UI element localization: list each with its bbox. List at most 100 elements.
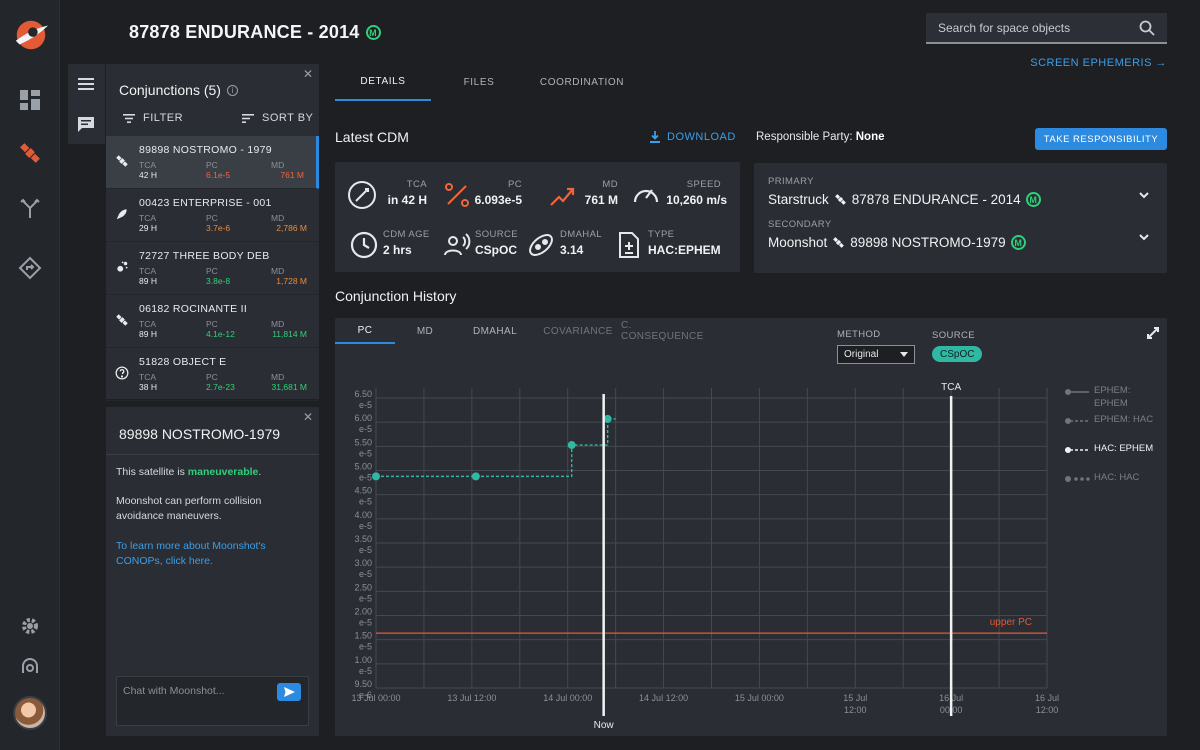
search-icon[interactable] bbox=[1139, 20, 1155, 36]
legend-swatch-icon bbox=[1065, 418, 1089, 424]
sort-button[interactable]: SORT BY bbox=[242, 112, 313, 124]
chat-input-box[interactable] bbox=[116, 676, 309, 726]
x-tick-label: 13 Jul 12:00 bbox=[447, 693, 496, 703]
x-tick-label: 15 Jul 00:00 bbox=[735, 693, 784, 703]
panel-toggle-strip bbox=[68, 64, 106, 144]
route-icon[interactable] bbox=[18, 256, 42, 280]
screen-ephemeris-label: SCREEN EPHEMERIS bbox=[1030, 57, 1152, 69]
tca-value: 38 H bbox=[139, 382, 157, 392]
conjunction-item[interactable]: 06182 ROCINANTE II TCA PC MD 89 H 4.1e-12 11,8… bbox=[106, 295, 319, 348]
support-agent-icon[interactable] bbox=[18, 654, 42, 678]
source-pill[interactable]: CSpOC bbox=[932, 346, 983, 362]
legend-item[interactable]: EPHEM: EPHEM bbox=[1065, 384, 1165, 413]
metric-dmahal: DMAHAL 3.14 bbox=[526, 226, 621, 266]
metric-cdm-age-value: 2 hrs bbox=[383, 243, 412, 257]
conjunction-item[interactable]: 51828 OBJECT E TCA PC MD 38 H 2.7e-23 31,681 M bbox=[106, 348, 319, 401]
y-tick-label-exp: e-5 bbox=[359, 400, 372, 410]
metric-source-label: SOURCE bbox=[475, 229, 519, 240]
conjunction-item[interactable]: 72727 THREE BODY DEB TCA PC MD 89 H 3.8e-8 1,7… bbox=[106, 242, 319, 295]
conjunctions-title: Conjunctions (5) i bbox=[119, 82, 238, 98]
legend-label: EPHEM: HAC bbox=[1094, 414, 1154, 425]
maneuverable-badge-icon: M bbox=[1025, 192, 1041, 207]
tab-coordination[interactable]: COORDINATION bbox=[539, 76, 625, 88]
tab-files[interactable]: FILES bbox=[463, 76, 495, 88]
moonshot-logo-icon[interactable] bbox=[12, 16, 50, 54]
user-avatar[interactable] bbox=[13, 696, 47, 730]
secondary-object[interactable]: Moonshot 89898 NOSTROMO-1979 M bbox=[768, 235, 1026, 250]
history-tabs: PC MD DMAHAL COVARIANCE C. CONSEQUENCE bbox=[335, 318, 717, 344]
pc-label: PC bbox=[206, 372, 218, 382]
metric-tca: TCA in 42 H bbox=[347, 176, 437, 216]
detail-tabs: DETAILS FILES COORDINATION bbox=[335, 64, 637, 102]
pc-value: 6.1e-5 bbox=[206, 170, 231, 180]
chevron-down-icon[interactable] bbox=[1137, 188, 1151, 202]
history-tab-covariance[interactable]: COVARIANCE bbox=[543, 325, 613, 337]
close-chat-icon[interactable]: ✕ bbox=[303, 410, 314, 424]
conjunction-list: 89898 NOSTROMO - 1979 TCA PC MD 42 H 6.1e-5 76… bbox=[106, 136, 319, 401]
history-tab-pc[interactable]: PC bbox=[335, 318, 395, 344]
satellite-nav-icon[interactable] bbox=[18, 141, 42, 165]
dashboard-icon[interactable] bbox=[18, 88, 42, 112]
legend-item[interactable]: EPHEM: HAC bbox=[1065, 413, 1165, 442]
satellite-icon bbox=[833, 237, 845, 248]
download-button[interactable]: DOWNLOAD bbox=[650, 131, 736, 143]
md-label: MD bbox=[271, 160, 285, 170]
history-tab-c-consequence[interactable]: C. CONSEQUENCE bbox=[621, 320, 704, 342]
settings-gear-icon[interactable] bbox=[18, 614, 42, 638]
y-tick-label-exp: e-5 bbox=[359, 618, 372, 628]
caret-down-icon bbox=[900, 352, 908, 357]
branch-icon[interactable] bbox=[18, 196, 42, 220]
sort-icon bbox=[242, 113, 254, 123]
take-responsibility-button[interactable]: TAKE RESPONSIBILITY bbox=[1035, 128, 1167, 150]
close-conjunctions-icon[interactable]: ✕ bbox=[303, 67, 314, 81]
menu-icon[interactable] bbox=[78, 78, 94, 90]
primary-object[interactable]: Starstruck 87878 ENDURANCE - 2014 M bbox=[768, 192, 1041, 207]
y-tick-label-exp: e-5 bbox=[359, 521, 372, 531]
send-button[interactable] bbox=[277, 683, 301, 701]
metric-type: TYPE HAC:EPHEM bbox=[614, 226, 724, 266]
metric-speed-value: 10,260 m/s bbox=[666, 193, 727, 207]
metric-type-label: TYPE bbox=[648, 229, 675, 240]
conjunction-name: 89898 NOSTROMO - 1979 bbox=[139, 144, 272, 156]
search-bar[interactable] bbox=[926, 13, 1167, 44]
history-tab-md[interactable]: MD bbox=[416, 325, 434, 337]
metric-cdm-age: CDM AGE 2 hrs bbox=[349, 226, 444, 266]
history-tab-dmahal[interactable]: DMAHAL bbox=[472, 325, 518, 337]
method-select-value: Original bbox=[844, 349, 879, 360]
responsible-party: Responsible Party: None bbox=[756, 131, 884, 143]
legend-item[interactable]: HAC: EPHEM bbox=[1065, 442, 1165, 471]
pc-value: 4.1e-12 bbox=[206, 329, 235, 339]
chat-input[interactable] bbox=[123, 685, 273, 697]
metric-pc-value: 6.093e-5 bbox=[474, 193, 522, 207]
x-tick-label: 13 Jul 00:00 bbox=[351, 693, 400, 703]
metric-speed: SPEED 10,260 m/s bbox=[631, 176, 731, 216]
screen-ephemeris-link[interactable]: SCREEN EPHEMERIS → bbox=[1030, 57, 1167, 69]
legend-swatch-icon bbox=[1065, 476, 1090, 482]
satellite-icon bbox=[115, 313, 129, 327]
conjunction-item[interactable]: 89898 NOSTROMO - 1979 TCA PC MD 42 H 6.1e-5 76… bbox=[106, 136, 319, 189]
expand-icon[interactable] bbox=[1146, 326, 1160, 340]
tca-marker-label: TCA bbox=[941, 382, 961, 393]
search-input[interactable] bbox=[938, 20, 1139, 35]
conjunction-name: 51828 OBJECT E bbox=[139, 356, 227, 368]
info-icon[interactable]: i bbox=[226, 84, 238, 96]
conops-link[interactable]: To learn more about Moonshot's CONOPs, c… bbox=[116, 540, 266, 567]
data-point bbox=[372, 472, 380, 481]
conjunction-item[interactable]: 00423 ENTERPRISE - 001 TCA PC MD 29 H 3.7e-6 2… bbox=[106, 189, 319, 242]
data-point bbox=[471, 472, 480, 481]
method-select[interactable]: Original bbox=[837, 345, 915, 364]
y-tick-label-exp: e-5 bbox=[359, 569, 372, 579]
pc-history-chart[interactable]: 6.50e-56.00e-55.50e-55.00e-54.50e-54.00e… bbox=[335, 318, 1167, 736]
secondary-label: SECONDARY bbox=[768, 219, 832, 230]
chat-bubble-icon[interactable] bbox=[77, 116, 95, 133]
tab-details[interactable]: DETAILS bbox=[335, 64, 431, 101]
filter-button[interactable]: FILTER bbox=[123, 112, 183, 124]
chevron-down-icon[interactable] bbox=[1137, 230, 1151, 244]
x-tick-label: 14 Jul 12:00 bbox=[639, 693, 688, 703]
md-value: 11,814 M bbox=[272, 329, 307, 339]
legend-label: HAC: EPHEM bbox=[1094, 443, 1154, 454]
pc-value: 3.8e-8 bbox=[206, 276, 231, 286]
legend-item[interactable]: HAC: HAC bbox=[1065, 471, 1165, 500]
primary-operator: Starstruck bbox=[768, 192, 829, 207]
document-plus-icon bbox=[619, 232, 639, 258]
